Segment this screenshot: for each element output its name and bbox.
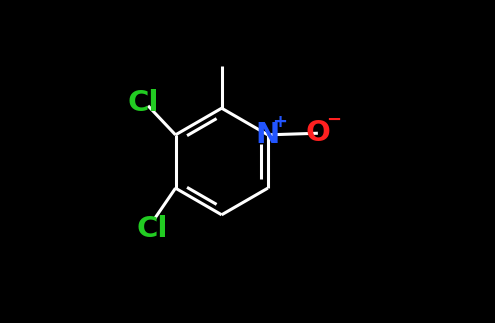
Text: N: N [256,121,280,149]
Text: Cl: Cl [136,214,168,243]
Text: O: O [305,119,330,147]
Text: Cl: Cl [127,89,159,117]
Text: −: − [327,111,342,129]
Text: +: + [273,113,288,131]
